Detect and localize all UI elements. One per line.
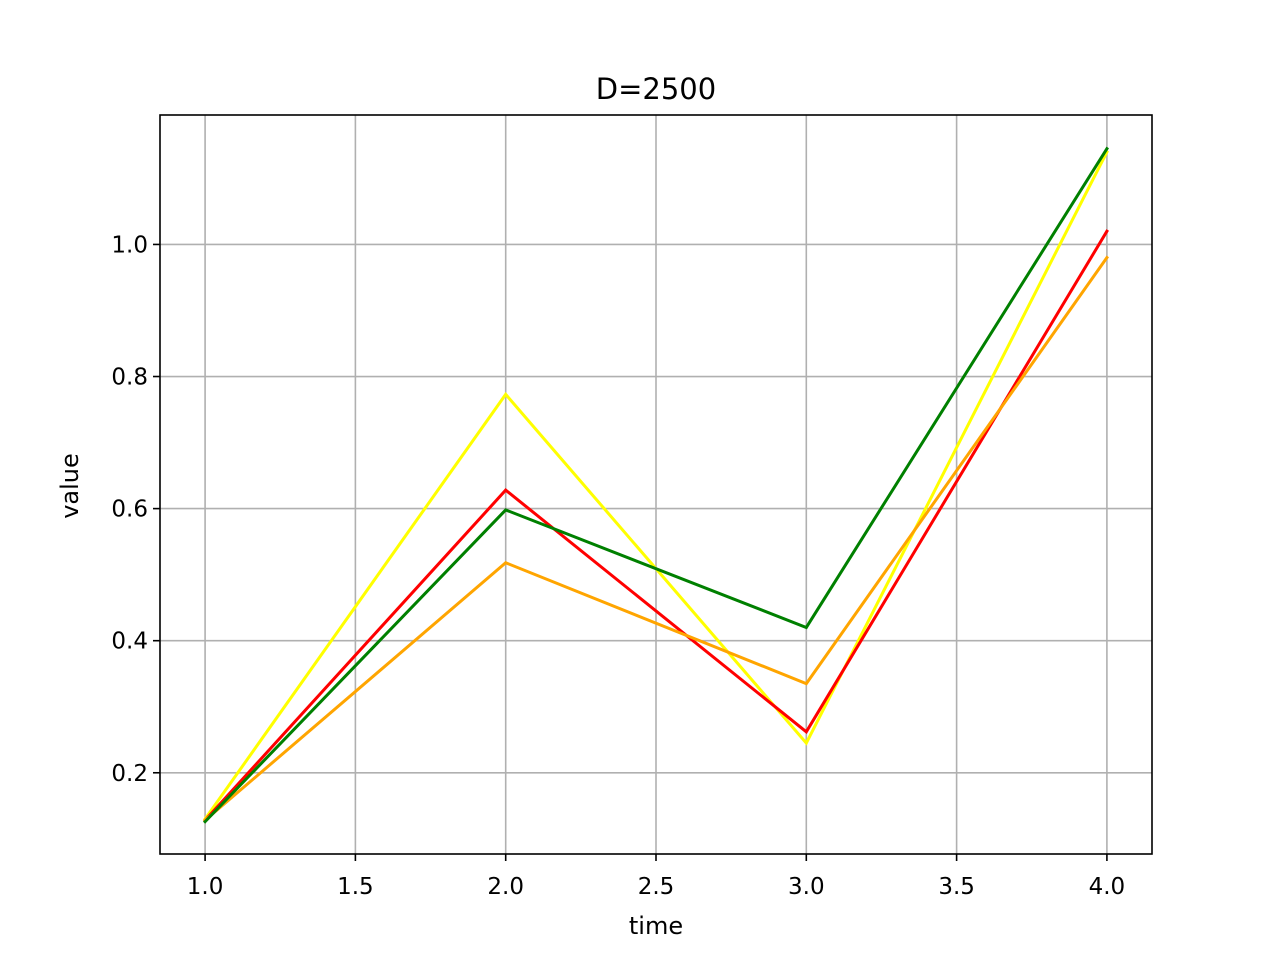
x-tick-label: 2.5 [638,874,675,900]
grid-lines [160,115,1152,854]
x-axis-ticks: 1.0 1.5 2.0 2.5 3.0 3.5 4.0 [187,854,1125,900]
y-tick-label: 0.8 [111,365,148,391]
x-tick-label: 4.0 [1089,874,1126,900]
series-line-1 [202,229,1109,823]
series-line-2 [202,255,1109,823]
y-tick-label: 0.6 [111,497,148,523]
y-axis-ticks: 0.2 0.4 0.6 0.8 1.0 [111,232,160,787]
y-tick-label: 0.2 [111,761,148,787]
chart-title: D=2500 [596,72,716,106]
x-tick-label: 3.5 [938,874,975,900]
x-tick-label: 1.0 [187,874,224,900]
x-axis-label: time [629,912,683,940]
y-tick-label: 1.0 [111,232,148,258]
series-lines [202,146,1109,824]
x-tick-label: 3.0 [788,874,825,900]
x-tick-label: 2.0 [487,874,524,900]
x-tick-label: 1.5 [337,874,374,900]
y-axis-label: value [56,453,84,519]
series-line-3 [202,146,1109,824]
y-tick-label: 0.4 [111,629,148,655]
